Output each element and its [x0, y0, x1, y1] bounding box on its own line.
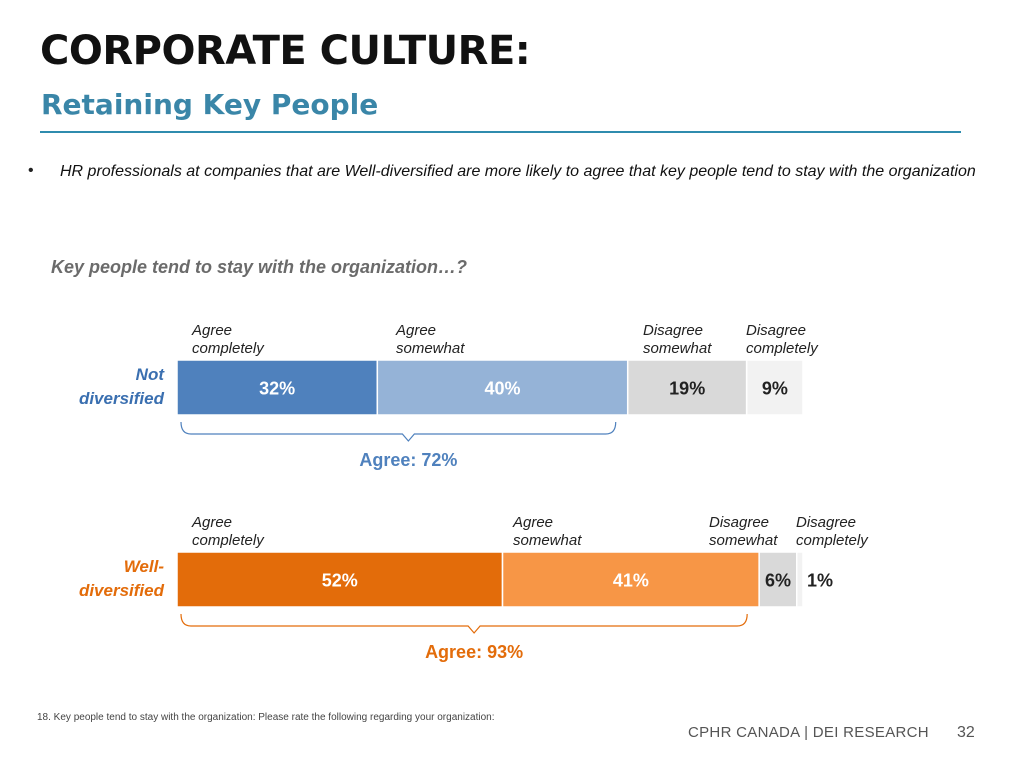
segment-label: Disagree	[796, 514, 856, 531]
data-label: 41%	[613, 571, 649, 591]
page-title: CORPORATE CULTURE:	[40, 28, 531, 74]
row-label: diversified	[79, 581, 165, 600]
segment-label: somewhat	[396, 340, 465, 357]
bullet-marker: •	[28, 162, 34, 179]
page-subtitle: Retaining Key People	[41, 88, 379, 121]
segment-label: Agree	[395, 322, 436, 339]
segment-label: completely	[192, 340, 265, 357]
segment-label: somewhat	[643, 340, 712, 357]
footnote: 18. Key people tend to stay with the org…	[37, 712, 495, 723]
bar-segment	[626, 359, 748, 416]
segment-label: Agree	[512, 514, 553, 531]
data-label: 19%	[669, 379, 705, 399]
footer-brand: CPHR CANADA | DEI RESEARCH	[688, 724, 929, 741]
segment-label: somewhat	[709, 532, 778, 549]
data-label: 52%	[322, 571, 358, 591]
row-label: Well-	[124, 557, 165, 576]
data-label: 9%	[762, 379, 788, 399]
row-label: diversified	[79, 389, 165, 408]
chart-question: Key people tend to stay with the organiz…	[51, 257, 468, 277]
bar-segment	[758, 551, 798, 608]
segment-label: Disagree	[746, 322, 806, 339]
bar-segment	[176, 551, 504, 608]
data-label: 32%	[259, 379, 295, 399]
agree-total-label: Agree: 93%	[425, 642, 523, 662]
segment-label: completely	[192, 532, 265, 549]
agree-bracket	[180, 613, 748, 634]
segment-label: completely	[796, 532, 869, 549]
row-label: Not	[136, 365, 166, 384]
segment-label: completely	[746, 340, 819, 357]
segment-label: somewhat	[513, 532, 582, 549]
key-finding-text: HR professionals at companies that are W…	[60, 163, 976, 180]
bar-segment	[795, 551, 804, 608]
bar-segment	[501, 551, 760, 608]
agree-bracket	[180, 421, 617, 442]
segment-label: Disagree	[643, 322, 703, 339]
title-divider	[40, 131, 961, 133]
bar-segment	[376, 359, 629, 416]
segment-label: Agree	[191, 322, 232, 339]
data-label: 1%	[807, 571, 833, 591]
segment-label: Agree	[191, 514, 232, 531]
agree-total-label: Agree: 72%	[359, 450, 457, 470]
segment-label: Disagree	[709, 514, 769, 531]
data-label: 40%	[485, 379, 521, 399]
data-label: 6%	[765, 571, 791, 591]
page-number: 32	[957, 724, 975, 741]
bar-segment	[745, 359, 804, 416]
